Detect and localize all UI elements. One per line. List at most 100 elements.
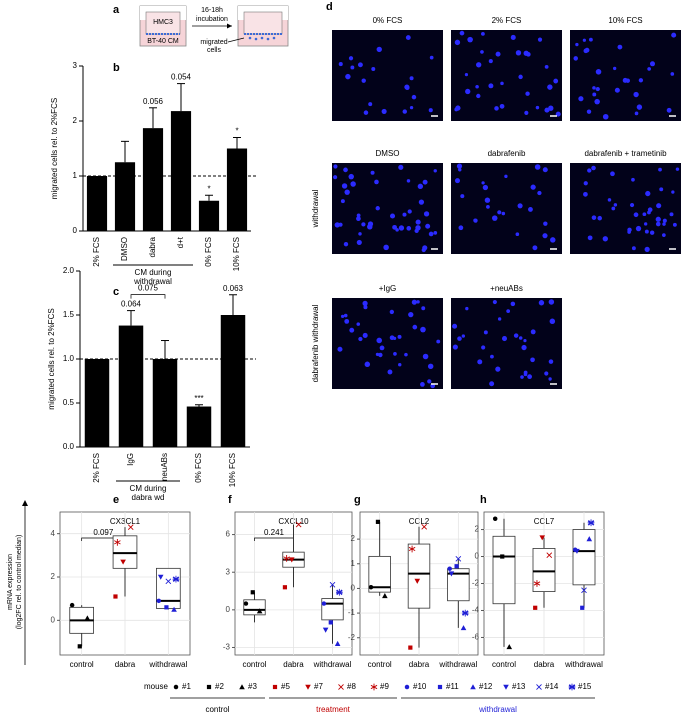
box xyxy=(492,535,516,605)
cell-nucleus xyxy=(497,210,502,215)
cell-nucleus xyxy=(659,187,664,192)
cell-nucleus xyxy=(548,377,552,381)
cell-nucleus xyxy=(625,78,630,83)
data-point xyxy=(500,554,505,559)
data-point xyxy=(460,625,467,631)
cell-nucleus xyxy=(334,222,340,228)
cell-nucleus xyxy=(459,30,465,36)
image-label: dabrafenib xyxy=(488,149,526,158)
cell-nucleus xyxy=(518,74,523,80)
data-point xyxy=(533,580,541,587)
cell-nucleus xyxy=(381,108,387,114)
cell-nucleus xyxy=(407,209,412,214)
cell-nucleus xyxy=(583,181,588,186)
legend-marker xyxy=(470,684,476,690)
micrograph xyxy=(570,163,681,254)
legend-label: #13 xyxy=(512,682,526,691)
cell-nucleus xyxy=(544,107,550,113)
insert-label: HMC3 xyxy=(153,19,173,26)
data-point xyxy=(492,516,498,521)
image-label: DMSO xyxy=(376,149,400,158)
cell-nucleus xyxy=(340,199,345,204)
cell-nucleus xyxy=(602,236,608,242)
cell-nucleus xyxy=(672,222,677,227)
cell-nucleus xyxy=(412,324,418,330)
cell-nucleus xyxy=(530,357,535,363)
data-point xyxy=(321,601,327,606)
data-point xyxy=(328,620,333,625)
cell-nucleus xyxy=(530,329,536,335)
cell-nucleus xyxy=(456,163,463,169)
legend-label: #11 xyxy=(446,682,459,691)
panel-letter: e xyxy=(113,494,119,506)
legend-marker xyxy=(338,684,344,690)
y-tick-label: -4 xyxy=(472,606,480,615)
x-tick-label: 2% FCS xyxy=(92,453,101,483)
x-tick-label: d+t xyxy=(176,236,185,248)
cell-nucleus xyxy=(356,216,361,222)
y-tick-label: 2.0 xyxy=(63,266,75,275)
data-point xyxy=(448,571,455,577)
image-label: +neuABs xyxy=(490,284,523,293)
cell-nucleus xyxy=(488,59,493,64)
data-point xyxy=(375,519,381,524)
x-tick-label: withdrawal xyxy=(148,660,187,669)
cell-nucleus xyxy=(647,67,651,71)
y-axis-label: migrated cells rel. to 2%FCS xyxy=(50,98,59,199)
cell-nucleus xyxy=(515,50,522,56)
cell-nucleus xyxy=(638,78,644,83)
cell-nucleus xyxy=(358,336,363,342)
cell-nucleus xyxy=(543,221,548,226)
cell-nucleus xyxy=(520,375,524,379)
cell-nucleus xyxy=(341,183,348,189)
cell-nucleus xyxy=(523,338,527,343)
cell-nucleus xyxy=(611,206,616,211)
bar-label: * xyxy=(235,127,238,136)
bar-label: *** xyxy=(194,394,203,403)
cell-nucleus xyxy=(582,38,586,42)
cell-nucleus xyxy=(476,93,481,99)
cell-nucleus xyxy=(389,213,396,219)
cell-nucleus xyxy=(613,203,618,207)
cell-nucleus xyxy=(642,212,647,217)
bar xyxy=(198,200,220,231)
cell-nucleus xyxy=(500,81,504,86)
cell-nucleus xyxy=(404,352,408,357)
x-tick-label: withdrawal xyxy=(564,660,603,669)
cell-nucleus xyxy=(662,233,666,237)
data-point xyxy=(574,548,580,554)
data-point xyxy=(84,615,91,621)
cell-nucleus xyxy=(513,333,519,338)
panel-letter: c xyxy=(113,286,119,298)
micrograph xyxy=(332,298,443,389)
y-tick-label: 0 xyxy=(51,615,56,624)
cell-nucleus xyxy=(524,110,529,115)
micrograph xyxy=(451,30,562,121)
cell-nucleus xyxy=(633,91,639,98)
cell-nucleus xyxy=(521,344,527,351)
step-label: 16-18h xyxy=(201,7,223,14)
cell-nucleus xyxy=(465,88,471,95)
cell-nucleus xyxy=(383,244,389,251)
cell-nucleus xyxy=(433,169,437,173)
cell-nucleus xyxy=(544,64,549,69)
x-tick-label: withdrawal xyxy=(313,660,352,669)
cell-nucleus xyxy=(671,190,675,194)
data-point xyxy=(581,587,587,594)
cell-nucleus xyxy=(425,223,431,229)
cell-nucleus xyxy=(532,245,538,251)
legend-marker xyxy=(239,684,245,690)
cell-nucleus xyxy=(416,300,420,304)
cell-nucleus xyxy=(452,344,458,350)
cell-nucleus xyxy=(454,178,460,184)
legend-label: #2 xyxy=(215,682,224,691)
cell-nucleus xyxy=(475,84,479,89)
data-point xyxy=(250,590,255,595)
data-point xyxy=(408,645,413,650)
cell-nucleus xyxy=(481,31,485,36)
cell-nucleus xyxy=(528,206,533,212)
legend-label: #9 xyxy=(380,682,389,691)
group-label: CM during xyxy=(135,268,172,277)
cell-nucleus xyxy=(495,366,501,372)
legend-label: #12 xyxy=(479,682,493,691)
